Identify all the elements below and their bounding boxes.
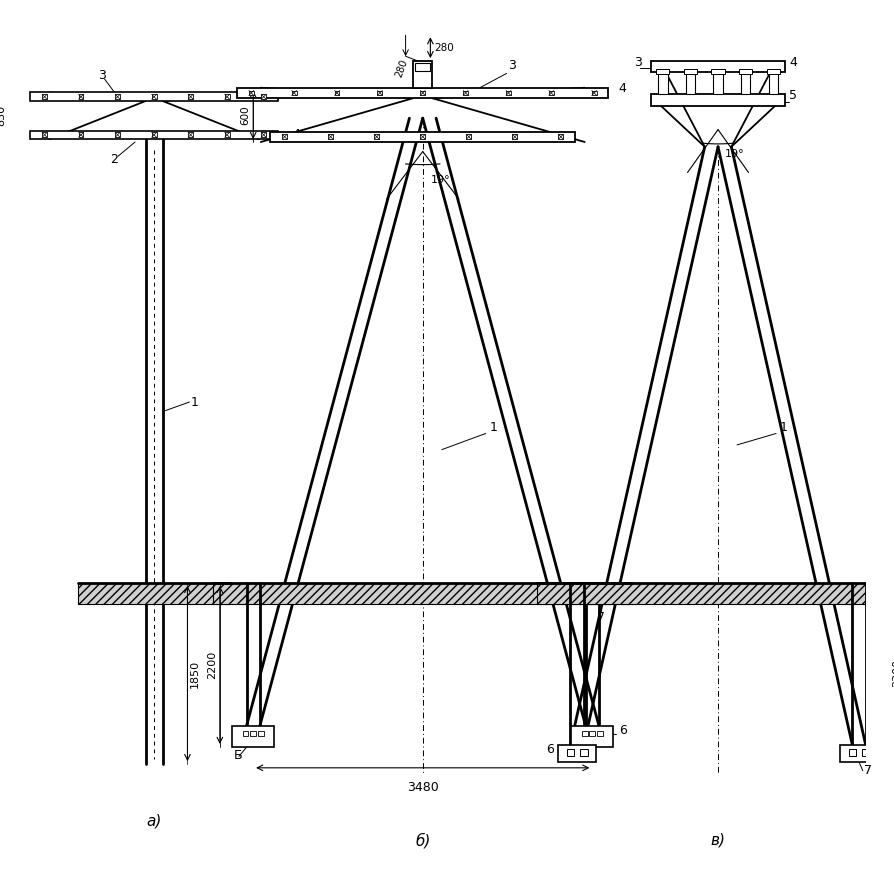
Bar [377,90,382,96]
Text: 19°: 19° [724,149,744,159]
Bar [655,68,669,74]
Bar [30,130,278,139]
Bar [42,133,46,137]
Bar [466,135,470,139]
Bar [839,745,877,762]
Bar [257,731,264,736]
Bar [42,95,46,99]
Bar [78,583,230,604]
Bar [589,731,595,736]
Text: 2300: 2300 [891,658,894,687]
Bar [651,61,784,73]
Bar [115,95,120,99]
Bar [861,749,868,757]
Bar [512,135,517,139]
Bar [711,68,724,74]
Text: 280: 280 [434,43,453,52]
Bar [291,90,296,96]
Bar [282,135,287,139]
Bar [738,68,752,74]
Text: 5: 5 [789,89,797,102]
Text: 6: 6 [619,724,626,736]
Bar [558,135,562,139]
Bar [261,133,266,137]
Text: 1: 1 [190,395,198,408]
Bar [328,135,333,139]
Bar [766,68,779,74]
Bar [374,135,379,139]
Bar [232,726,274,747]
Text: 2: 2 [110,152,118,166]
Bar [188,95,193,99]
Text: 600: 600 [240,105,250,125]
Text: 3: 3 [508,58,516,72]
Text: 7: 7 [596,611,604,624]
Text: 3: 3 [97,69,105,82]
Bar [415,63,430,71]
Bar [188,133,193,137]
Bar [557,745,595,762]
Bar [566,749,574,757]
Bar [224,95,229,99]
Bar [115,133,120,137]
Bar [581,731,586,736]
Text: 2200: 2200 [207,651,216,679]
Bar [596,731,602,736]
Bar [420,90,425,96]
Text: 1850: 1850 [190,659,200,688]
Bar [740,73,749,95]
Bar [651,95,784,105]
Bar [420,135,425,139]
Text: 280: 280 [393,58,409,79]
Text: 7: 7 [863,764,871,776]
Bar [270,131,575,142]
Bar [79,133,83,137]
Bar [30,92,278,101]
Text: а): а) [147,813,162,828]
Bar [152,95,156,99]
Bar [213,583,631,604]
Bar [249,90,253,96]
Text: 4: 4 [292,128,299,141]
Bar [536,583,894,604]
Bar [224,133,229,137]
Bar [548,90,553,96]
Bar [579,749,586,757]
Text: 1: 1 [489,421,497,433]
Text: Б: Б [234,750,242,762]
Text: 4: 4 [789,56,797,69]
Bar [848,749,856,757]
Bar [463,90,468,96]
Bar [683,68,696,74]
Bar [685,73,695,95]
Bar [334,90,339,96]
Bar [237,88,608,98]
Bar [713,73,722,95]
Bar [242,731,249,736]
Text: 6: 6 [546,742,553,756]
Text: в): в) [710,833,725,848]
Bar [413,61,432,88]
Bar [657,73,667,95]
Text: 3: 3 [634,56,641,69]
Text: 4: 4 [618,82,625,96]
Text: 3480: 3480 [407,781,438,794]
Text: 19°: 19° [430,175,450,185]
Bar [250,731,256,736]
Text: 830: 830 [0,105,6,127]
Bar [570,726,612,747]
Text: 1: 1 [779,421,787,433]
Bar [79,95,83,99]
Bar [768,73,777,95]
Bar [505,90,510,96]
Bar [261,95,266,99]
Text: б): б) [415,832,430,848]
Bar [152,133,156,137]
Bar [591,90,596,96]
